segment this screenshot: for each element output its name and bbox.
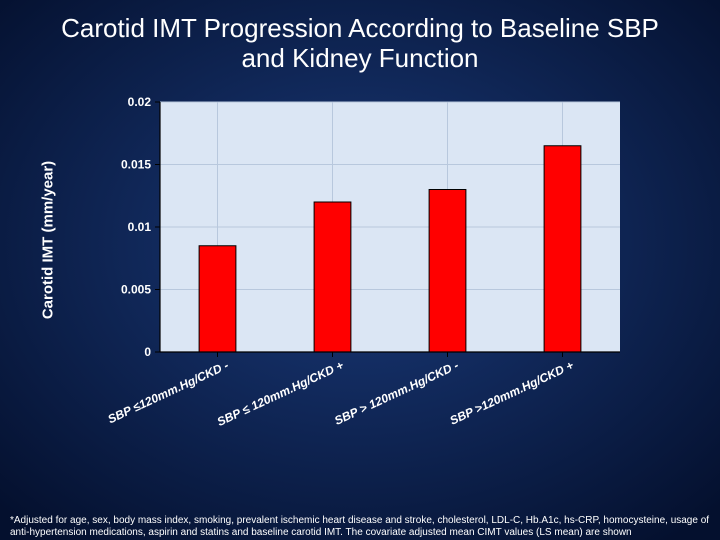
svg-text:0: 0	[144, 345, 151, 359]
svg-text:SBP ≤ 120mm.Hg/CKD +: SBP ≤ 120mm.Hg/CKD +	[215, 358, 346, 429]
y-axis-label: Carotid IMT (mm/year)	[40, 161, 57, 319]
bar	[199, 246, 236, 352]
bar	[314, 202, 351, 352]
chart-container: 00.0050.010.0150.02SBP ≤120mm.Hg/CKD -SB…	[80, 86, 640, 466]
footnote-text: *Adjusted for age, sex, body mass index,…	[10, 515, 710, 538]
svg-text:SBP >120mm.Hg/CKD +: SBP >120mm.Hg/CKD +	[448, 358, 576, 428]
svg-text:0.005: 0.005	[121, 283, 151, 297]
bar	[544, 146, 581, 352]
svg-text:SBP ≤120mm.Hg/CKD -: SBP ≤120mm.Hg/CKD -	[106, 358, 231, 426]
svg-text:0.02: 0.02	[128, 95, 152, 109]
slide-title: Carotid IMT Progression According to Bas…	[0, 0, 720, 80]
svg-text:0.01: 0.01	[128, 220, 152, 234]
svg-text:SBP > 120mm.Hg/CKD -: SBP > 120mm.Hg/CKD -	[332, 358, 461, 428]
bar	[429, 190, 466, 353]
svg-text:0.015: 0.015	[121, 158, 151, 172]
bar-chart: 00.0050.010.0150.02SBP ≤120mm.Hg/CKD -SB…	[80, 86, 640, 466]
